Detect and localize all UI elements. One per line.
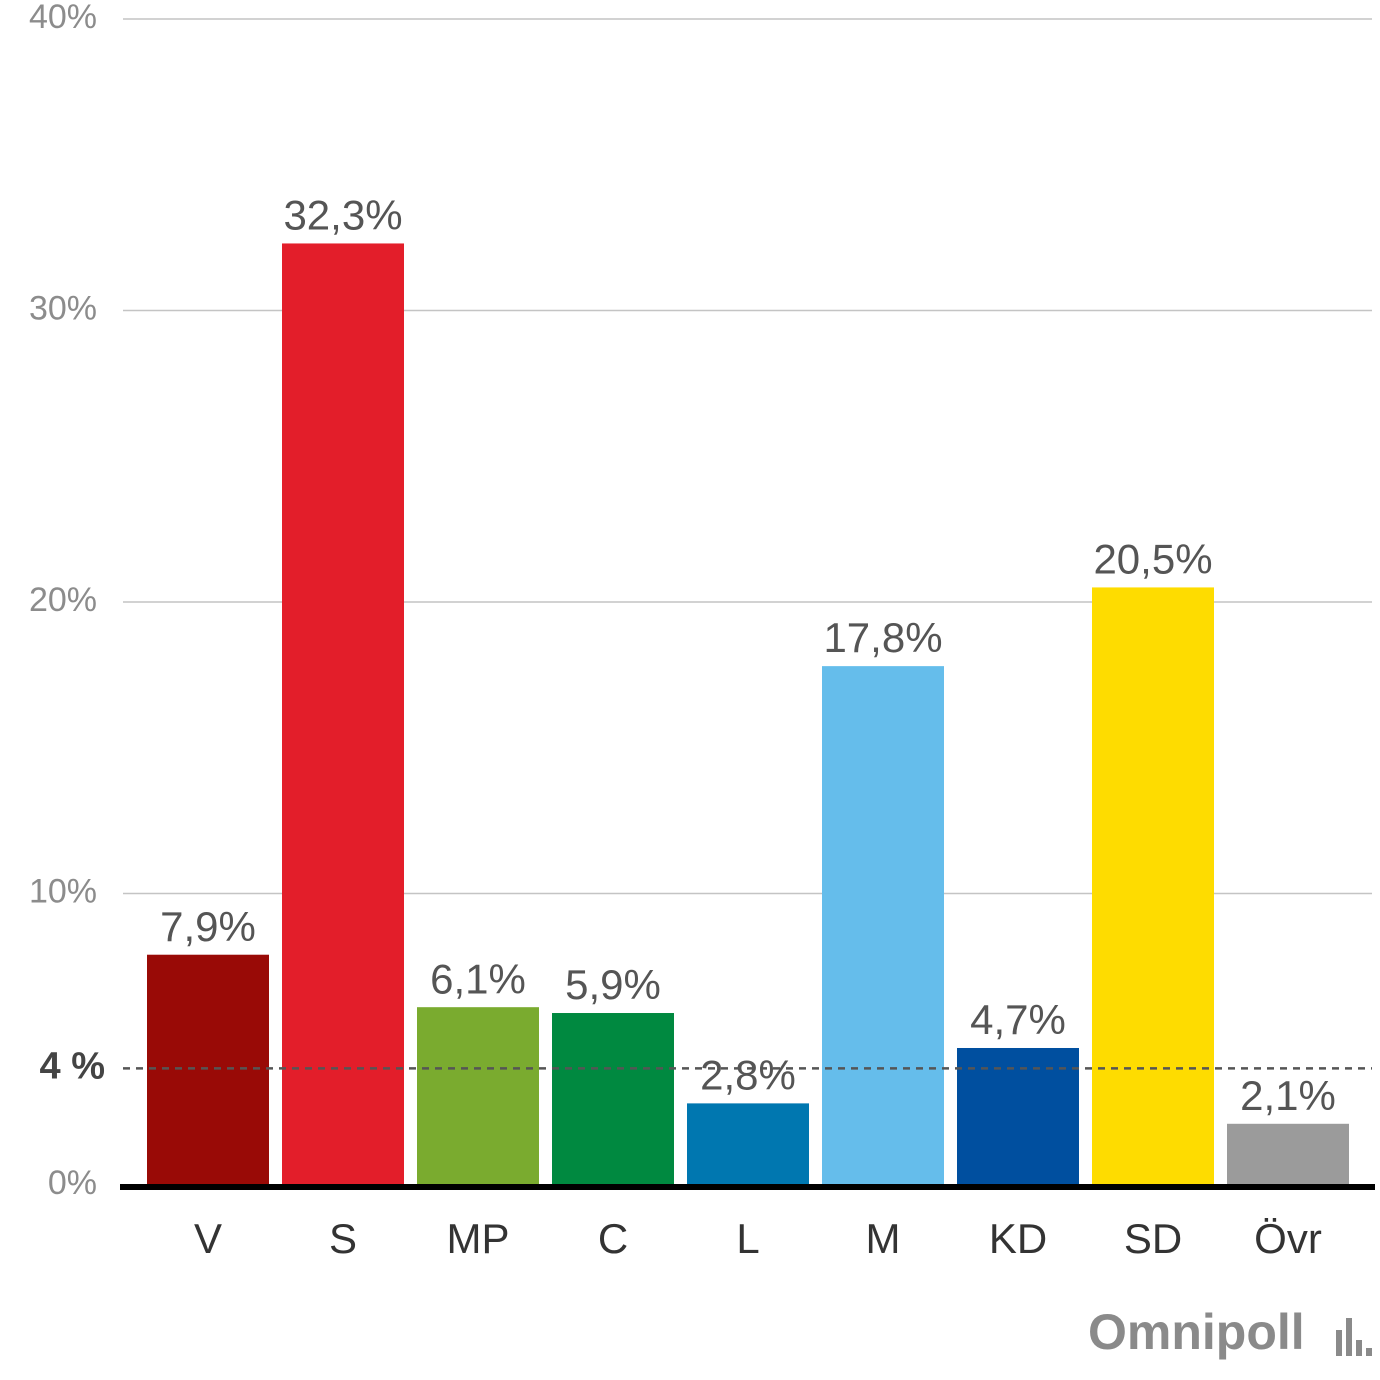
bar: [1227, 1123, 1349, 1185]
data-label: 4,7%: [970, 996, 1066, 1043]
threshold-label: 4 %: [40, 1045, 105, 1087]
bar: [822, 666, 944, 1185]
logo-icon: [1366, 1348, 1372, 1356]
x-tick-label: KD: [989, 1215, 1047, 1262]
y-tick-label: 40%: [29, 0, 97, 36]
data-label: 17,8%: [823, 614, 942, 661]
logo-icon: [1336, 1330, 1342, 1356]
x-tick-label: SD: [1124, 1215, 1182, 1262]
y-tick-label: 0%: [48, 1164, 97, 1202]
bar: [147, 954, 269, 1185]
y-tick-label: 30%: [29, 289, 97, 327]
x-tick-label: M: [866, 1215, 901, 1262]
data-label: 7,9%: [160, 903, 256, 950]
data-label: 32,3%: [283, 192, 402, 239]
x-tick-label: V: [194, 1215, 222, 1262]
bar: [552, 1013, 674, 1185]
logo-icon: [1356, 1340, 1362, 1356]
data-label: 5,9%: [565, 961, 661, 1008]
bar: [957, 1047, 1079, 1185]
y-tick-label: 10%: [29, 872, 97, 910]
bar: [1092, 587, 1214, 1185]
logo-icon: [1346, 1318, 1352, 1356]
y-tick-label: 20%: [29, 581, 97, 619]
x-tick-label: S: [329, 1215, 357, 1262]
logo-text: Omnipoll: [1088, 1304, 1305, 1360]
data-label: 2,1%: [1240, 1072, 1336, 1119]
x-tick-label: C: [598, 1215, 628, 1262]
bar: [282, 243, 404, 1185]
x-tick-label: MP: [447, 1215, 510, 1262]
bar: [687, 1103, 809, 1185]
bar: [417, 1007, 539, 1185]
data-label: 20,5%: [1093, 536, 1212, 583]
x-tick-label: L: [736, 1215, 759, 1262]
x-tick-label: Övr: [1254, 1215, 1322, 1262]
data-label: 6,1%: [430, 955, 526, 1002]
data-label: 2,8%: [700, 1051, 796, 1098]
logo: Omnipoll: [1088, 1304, 1372, 1360]
